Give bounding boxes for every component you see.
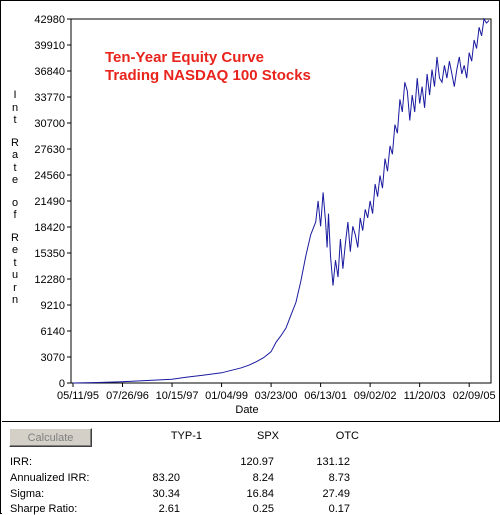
y-axis-label-letter [9,222,21,232]
cell-sigma-otc: 27.49 [322,488,350,500]
column-header-otc: OTC [335,430,359,442]
y-axis-label-letter [9,187,21,197]
y-tick-label: 15350 [34,248,65,260]
chart-title: Ten-Year Equity Curve [105,49,264,66]
y-tick-label: 33770 [34,92,65,104]
y-axis-label-letter: t [13,114,17,126]
y-axis-label-letter: I [13,89,17,101]
y-axis-label-letter: f [13,209,17,221]
y-tick-label: 21490 [34,196,65,208]
x-tick-label: 09/02/02 [354,390,397,402]
x-axis: 05/11/95 07/26/96 10/15/97 01/04/99 03/23/00… [57,383,496,402]
chart-subtitle: Trading NASDAQ 100 Stocks [105,67,311,84]
cell-irr-otc: 131.12 [316,456,350,468]
x-axis-label: Date [235,404,258,416]
cell-sharpe-typ1: 2.61 [158,503,180,515]
column-header-spx: SPX [256,430,279,442]
x-tick-label: 01/04/99 [205,390,248,402]
cell-sharpe-spx: 0.25 [252,503,274,515]
y-axis-label-letter: u [11,269,19,281]
x-tick-label: 07/26/96 [106,390,149,402]
x-tick-label: 11/20/03 [404,390,446,402]
y-axis-label-letter: e [11,244,19,256]
row-label-irr: IRR: [10,456,32,468]
y-axis: 0 3070 6140 9210 12280 15350 18420 21490 24560 27… [34,14,71,390]
y-tick-label: 39910 [34,40,65,52]
y-tick-label: 3070 [41,352,65,364]
y-axis-label-letter: r [13,281,17,294]
cell-sigma-spx: 16.84 [246,488,274,500]
x-tick-label: 05/11/95 [57,390,99,402]
y-axis-label-letter: o [11,196,19,209]
y-tick-label: 24560 [34,170,65,182]
y-tick-label: 6140 [41,326,65,338]
y-axis-label-letter: a [11,149,19,161]
stats-panel: Calculate TYP-1 SPX OTC IRR: 120.97 131.… [2,421,500,515]
cell-annualized-spx: 8.24 [252,472,274,484]
y-tick-label: 9210 [41,300,65,312]
calculate-button[interactable]: Calculate [9,428,92,447]
cell-annualized-typ1: 83.20 [152,472,180,484]
x-tick-label: 10/15/97 [156,390,199,402]
y-tick-label: 18420 [34,222,65,234]
cell-annualized-otc: 8.73 [328,472,350,484]
y-axis-label-letter: t [13,161,17,174]
plot-frame [70,18,492,384]
y-axis-label-letter: R [11,136,19,149]
row-label-annualized-irr: Annualized IRR: [10,472,90,484]
row-label-sharpe: Sharpe Ratio: [10,503,78,515]
y-tick-label: 36840 [34,66,65,78]
y-axis-label-letter: n [11,101,19,114]
y-tick-label: 27630 [34,144,65,156]
series-line-equity [72,17,490,384]
y-tick-label: 30700 [34,118,65,130]
y-axis-label-letter: t [13,256,17,269]
y-axis-label-letter: n [11,294,19,306]
column-header-typ1: TYP-1 [170,430,202,442]
x-tick-label: 03/23/00 [255,390,298,402]
y-axis-label-letter: R [11,231,19,244]
y-tick-label: 0 [59,378,65,390]
cell-sharpe-otc: 0.17 [328,503,350,515]
cell-irr-spx: 120.97 [240,456,274,468]
y-tick-label: 12280 [34,274,65,286]
equity-curve-chart: 0 3070 6140 9210 12280 15350 18420 21490 24560 27… [34,14,496,416]
row-label-sigma: Sigma: [10,488,45,500]
y-axis-label-letter [9,127,21,137]
x-tick-label: 06/13/01 [304,390,347,402]
cell-sigma-typ1: 30.34 [152,488,180,500]
y-tick-label: 42980 [34,14,65,26]
x-tick-label: 02/09/05 [453,390,496,402]
y-axis-label-letter: e [11,174,19,186]
